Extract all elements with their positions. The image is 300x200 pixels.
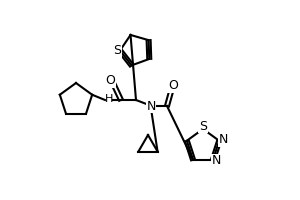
Text: H: H <box>105 94 113 104</box>
Text: N: N <box>212 154 221 167</box>
Text: S: S <box>113 44 122 57</box>
Text: O: O <box>106 74 116 88</box>
Text: O: O <box>168 79 178 92</box>
Text: N: N <box>218 133 228 146</box>
Text: N: N <box>146 99 156 112</box>
Text: S: S <box>199 119 207 132</box>
